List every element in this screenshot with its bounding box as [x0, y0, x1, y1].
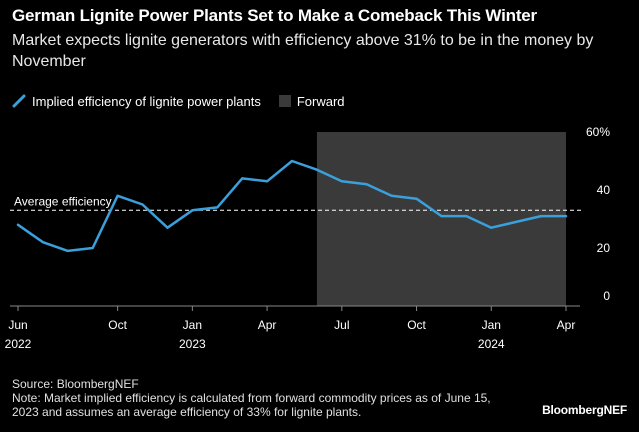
x-tick-label: Oct	[407, 318, 426, 332]
chart-subtitle: Market expects lignite generators with e…	[12, 32, 594, 70]
line-series-icon	[12, 94, 26, 108]
data-point	[465, 215, 468, 218]
data-point	[365, 183, 368, 186]
x-year-label: 2024	[478, 337, 505, 351]
y-tick-label: 60%	[586, 125, 610, 139]
y-tick-label: 40	[597, 183, 611, 197]
data-point	[266, 180, 269, 183]
brand-logo: BloombergNEF	[542, 403, 627, 417]
footer: Source: BloombergNEF Note: Market implie…	[12, 377, 512, 419]
data-point	[241, 177, 244, 180]
data-point	[17, 223, 19, 226]
data-point	[390, 194, 393, 197]
x-year-label: 2022	[5, 337, 32, 351]
average-efficiency-label: Average efficiency	[14, 194, 112, 208]
data-point	[216, 206, 219, 209]
data-point	[116, 194, 119, 197]
data-point	[540, 215, 543, 218]
x-tick-label: Jul	[334, 318, 349, 332]
data-point	[565, 215, 567, 218]
data-point	[66, 249, 69, 252]
data-point	[415, 197, 418, 200]
source-note: Source: BloombergNEF	[12, 377, 139, 391]
x-tick-label: Jan	[482, 318, 501, 332]
data-point	[490, 226, 493, 229]
x-tick-label: Oct	[108, 318, 127, 332]
data-point	[291, 160, 293, 162]
data-point	[515, 220, 518, 223]
data-point	[315, 168, 318, 171]
data-point	[340, 180, 343, 183]
legend: Implied efficiency of lignite power plan…	[12, 92, 363, 110]
y-tick-label: 0	[603, 289, 610, 303]
legend-label-implied-efficiency: Implied efficiency of lignite power plan…	[32, 93, 261, 109]
y-tick-label: 20	[597, 241, 611, 255]
x-tick-label: Apr	[258, 318, 277, 332]
data-point	[91, 247, 94, 249]
x-tick-label: Jun	[8, 318, 27, 332]
data-point	[141, 203, 144, 206]
x-year-label: 2023	[179, 337, 206, 351]
data-point	[191, 209, 194, 212]
legend-item-implied-efficiency: Implied efficiency of lignite power plan…	[12, 94, 261, 109]
data-point	[41, 241, 44, 244]
chart-title: German Lignite Power Plants Set to Make …	[12, 6, 537, 25]
method-note: Note: Market implied efficiency is calcu…	[12, 391, 491, 419]
legend-item-forward: Forward	[278, 93, 345, 109]
legend-label-forward: Forward	[296, 93, 345, 109]
x-tick-label: Apr	[557, 318, 576, 332]
x-tick-label: Jan	[183, 318, 202, 332]
forward-swatch-icon	[278, 95, 291, 107]
data-point	[166, 226, 169, 229]
data-point	[440, 215, 443, 218]
